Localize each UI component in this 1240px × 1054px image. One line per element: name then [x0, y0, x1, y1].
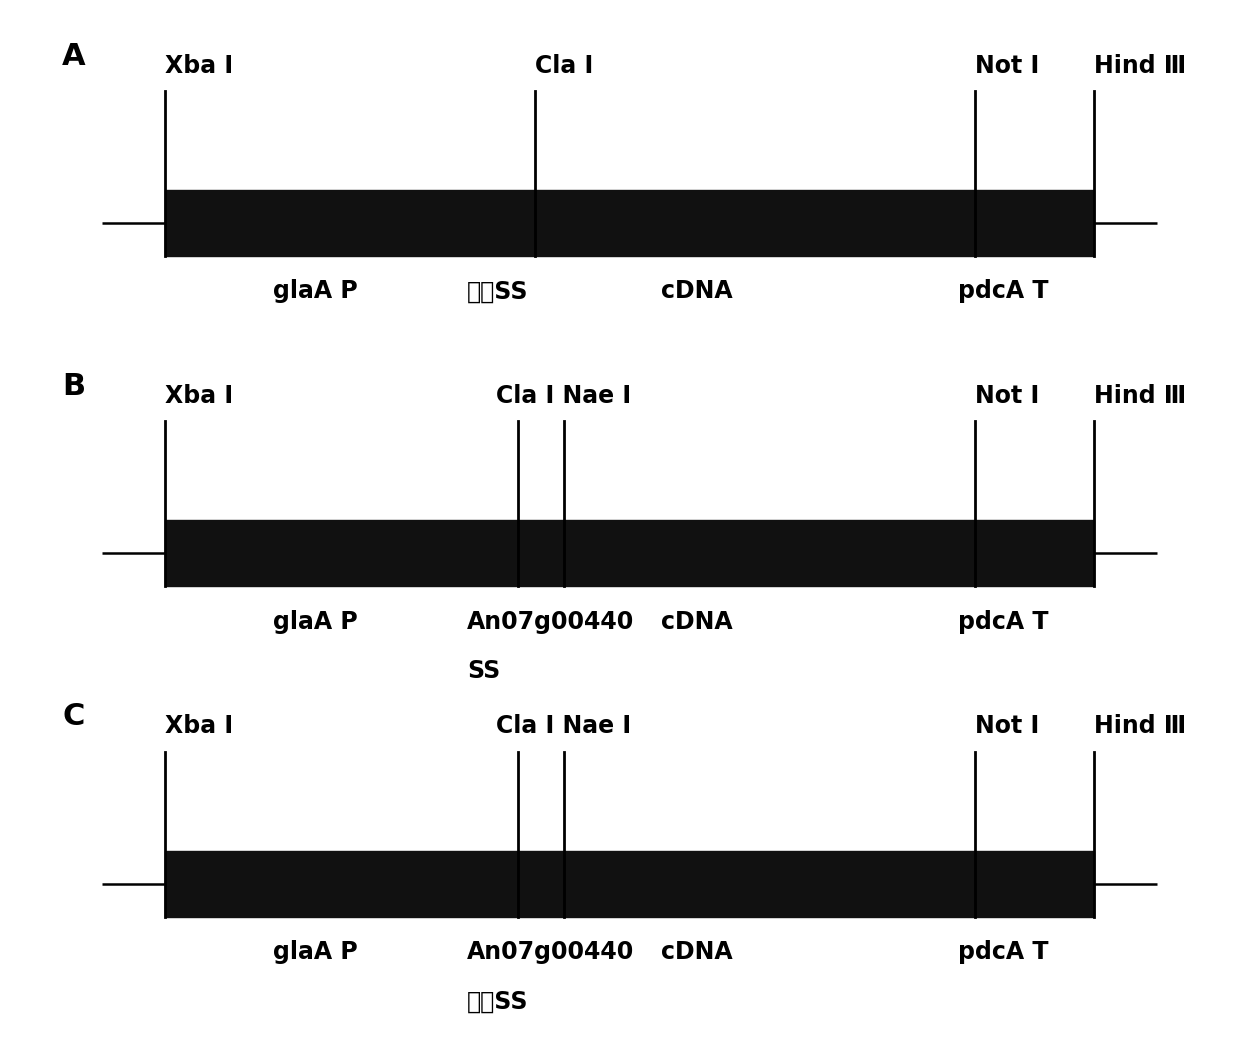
Text: Xba I: Xba I	[165, 384, 233, 408]
Text: glaA P: glaA P	[273, 279, 358, 304]
Text: Hind Ⅲ: Hind Ⅲ	[1095, 384, 1187, 408]
Text: SS: SS	[467, 659, 500, 683]
Text: cDNA: cDNA	[661, 279, 733, 304]
Text: 变形SS: 变形SS	[467, 990, 528, 1013]
Text: Hind Ⅲ: Hind Ⅲ	[1095, 715, 1187, 739]
Text: Not I: Not I	[975, 54, 1039, 78]
Text: cDNA: cDNA	[661, 609, 733, 633]
Text: Cla I Nae I: Cla I Nae I	[496, 384, 631, 408]
Text: Xba I: Xba I	[165, 54, 233, 78]
Text: pdcA T: pdcA T	[957, 279, 1048, 304]
Text: An07g00440: An07g00440	[467, 609, 634, 633]
Text: An07g00440: An07g00440	[467, 940, 634, 963]
Text: Cla I Nae I: Cla I Nae I	[496, 715, 631, 739]
Text: A: A	[62, 41, 86, 71]
Bar	[165, 851, 1095, 917]
Text: glaA P: glaA P	[273, 940, 358, 963]
Text: cDNA: cDNA	[661, 940, 733, 963]
Text: Cla I: Cla I	[536, 54, 594, 78]
Text: pdcA T: pdcA T	[957, 609, 1048, 633]
Bar	[165, 521, 1095, 586]
Text: Not I: Not I	[975, 384, 1039, 408]
Text: pdcA T: pdcA T	[957, 940, 1048, 963]
Text: 天然SS: 天然SS	[467, 279, 528, 304]
Text: Hind Ⅲ: Hind Ⅲ	[1095, 54, 1187, 78]
Text: glaA P: glaA P	[273, 609, 358, 633]
Bar	[165, 190, 1095, 256]
Text: B: B	[62, 372, 86, 401]
Text: C: C	[62, 702, 84, 731]
Text: Xba I: Xba I	[165, 715, 233, 739]
Text: Not I: Not I	[975, 715, 1039, 739]
